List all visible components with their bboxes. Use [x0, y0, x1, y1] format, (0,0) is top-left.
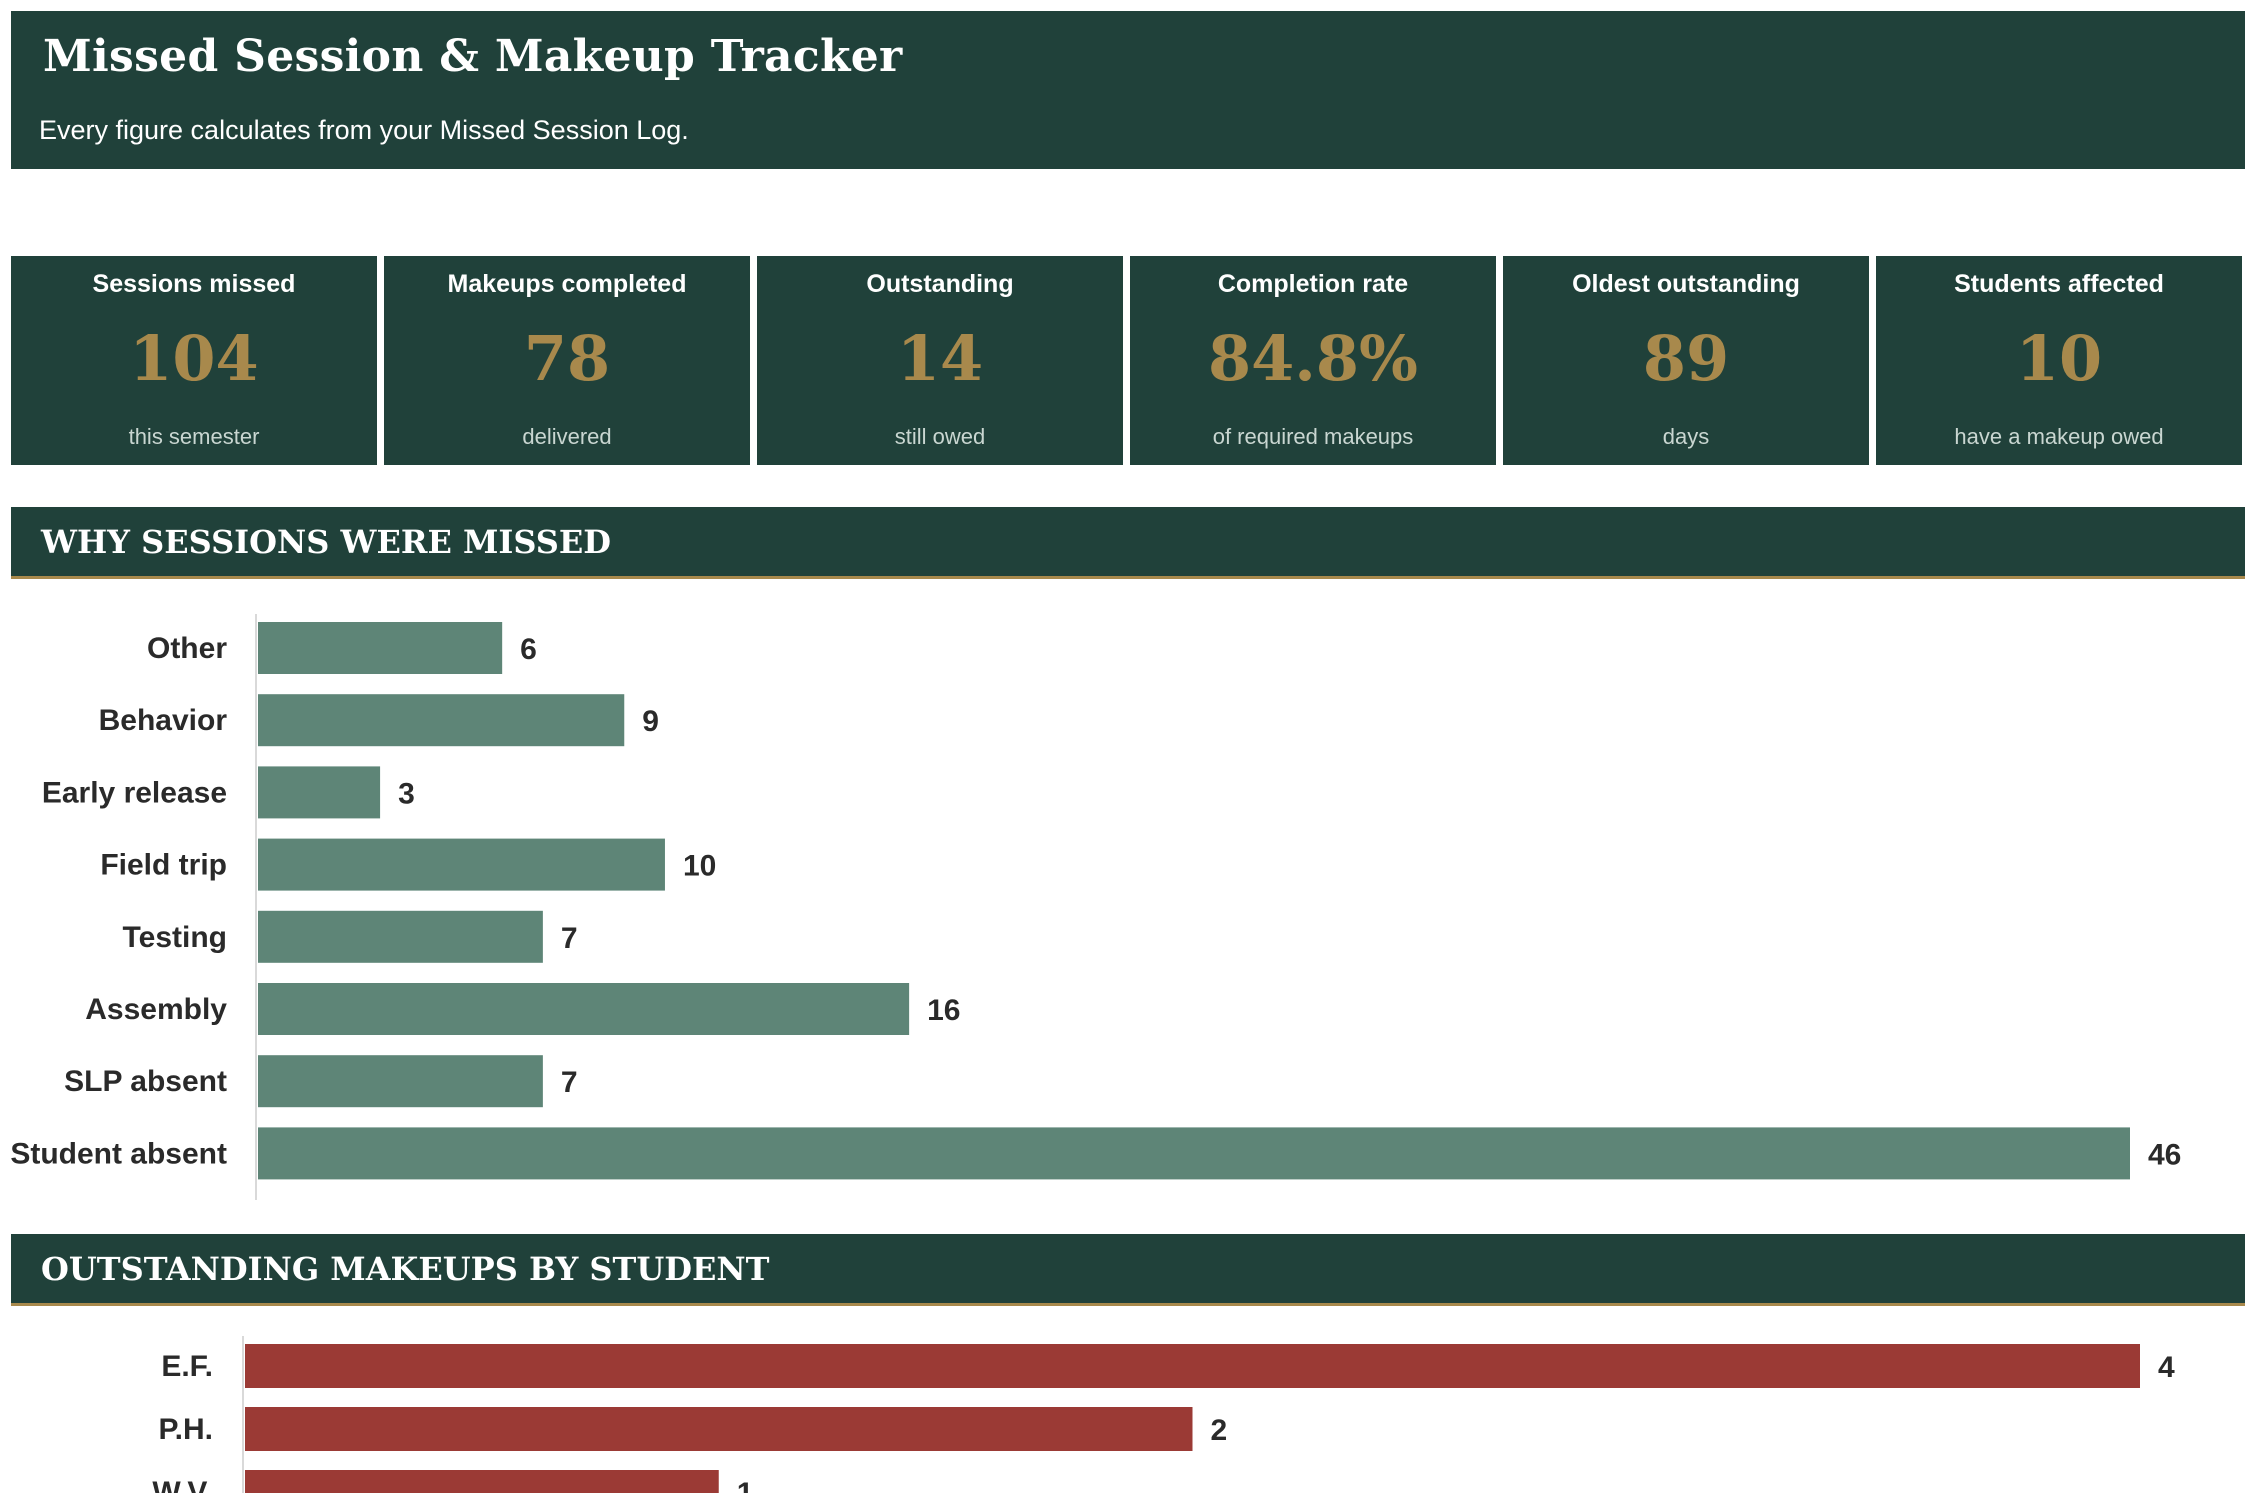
kpi-card-sessions-missed: Sessions missed 104 this semester [11, 256, 377, 465]
kpi-card-students-affected: Students affected 10 have a makeup owed [1876, 256, 2242, 465]
bar-behavior [258, 694, 625, 747]
kpi-note: have a makeup owed [1954, 424, 2164, 449]
bar-assembly [258, 983, 910, 1035]
category-label: Behavior [99, 704, 228, 737]
data-label: 10 [683, 850, 716, 883]
bar-field-trip [258, 838, 665, 891]
data-label: 4 [2158, 1351, 2175, 1384]
bar-early-release [258, 766, 381, 819]
category-label: Field trip [100, 849, 227, 882]
kpi-row: Sessions missed 104 this semester Makeup… [11, 256, 2245, 465]
kpi-label: Students affected [1954, 270, 2164, 298]
kpi-label: Completion rate [1217, 270, 1409, 298]
kpi-label: Oldest outstanding [1572, 270, 1800, 298]
kpi-value: 14 [896, 322, 984, 395]
data-label: 2 [1211, 1414, 1228, 1447]
data-label: 16 [927, 994, 960, 1027]
bar-other [258, 622, 503, 674]
category-label: Testing [123, 921, 227, 954]
category-label: E.F. [161, 1350, 213, 1383]
bar-w-v- [245, 1470, 719, 1493]
kpi-note: delivered [522, 424, 612, 449]
category-label: P.H. [159, 1413, 213, 1446]
kpi-label: Sessions missed [92, 270, 296, 298]
category-label: Early release [42, 776, 227, 809]
data-label: 6 [520, 633, 537, 666]
students-bar-chart: E.F. 4 P.H. 2 W.V. 1 [152, 1336, 2175, 1493]
kpi-note: this semester [128, 424, 260, 449]
data-label: 7 [561, 1066, 578, 1099]
bar-e-f- [245, 1344, 2140, 1388]
kpi-card-completion-rate: Completion rate 84.8% of required makeup… [1130, 256, 1496, 465]
kpi-label: Makeups completed [447, 270, 687, 298]
kpi-value: 78 [523, 322, 611, 395]
category-label: Other [147, 632, 227, 665]
category-label: W.V. [152, 1476, 213, 1493]
kpi-card-makeups-completed: Makeups completed 78 delivered [384, 256, 750, 465]
section-header-reasons: WHY SESSIONS WERE MISSED [11, 507, 2245, 579]
section-header-students: OUTSTANDING MAKEUPS BY STUDENT [11, 1234, 2245, 1306]
data-label: 3 [398, 777, 415, 810]
dashboard-header: Missed Session & Makeup Tracker Every fi… [11, 11, 2245, 169]
data-label: 9 [642, 705, 659, 738]
data-label: 1 [737, 1477, 754, 1493]
kpi-label: Outstanding [866, 270, 1014, 298]
bar-testing [258, 910, 543, 963]
section-title: WHY SESSIONS WERE MISSED [41, 523, 612, 561]
page-subtitle: Every figure calculates from your Missed… [39, 115, 689, 145]
kpi-card-oldest-outstanding: Oldest outstanding 89 days [1503, 256, 1869, 465]
bar-slp-absent [258, 1055, 543, 1108]
kpi-note: of required makeups [1212, 424, 1414, 449]
data-label: 46 [2148, 1138, 2181, 1171]
kpi-value: 10 [2015, 322, 2103, 395]
kpi-card-outstanding: Outstanding 14 still owed [757, 256, 1123, 465]
page-title: Missed Session & Makeup Tracker [43, 31, 903, 82]
category-label: Student absent [10, 1137, 227, 1170]
category-label: SLP absent [64, 1065, 227, 1098]
bar-p-h- [245, 1407, 1193, 1451]
kpi-value: 104 [129, 322, 259, 395]
bar-student-absent [258, 1127, 2130, 1180]
kpi-note: days [1662, 424, 1710, 449]
data-label: 7 [561, 922, 578, 955]
section-title: OUTSTANDING MAKEUPS BY STUDENT [41, 1250, 770, 1288]
kpi-value: 84.8% [1208, 322, 1418, 395]
kpi-note: still owed [894, 424, 986, 449]
reasons-bar-chart: Other 6 Behavior 9 Early release 3 Field trip 1… [10, 614, 2181, 1200]
kpi-value: 89 [1642, 322, 1730, 395]
category-label: Assembly [85, 993, 227, 1026]
